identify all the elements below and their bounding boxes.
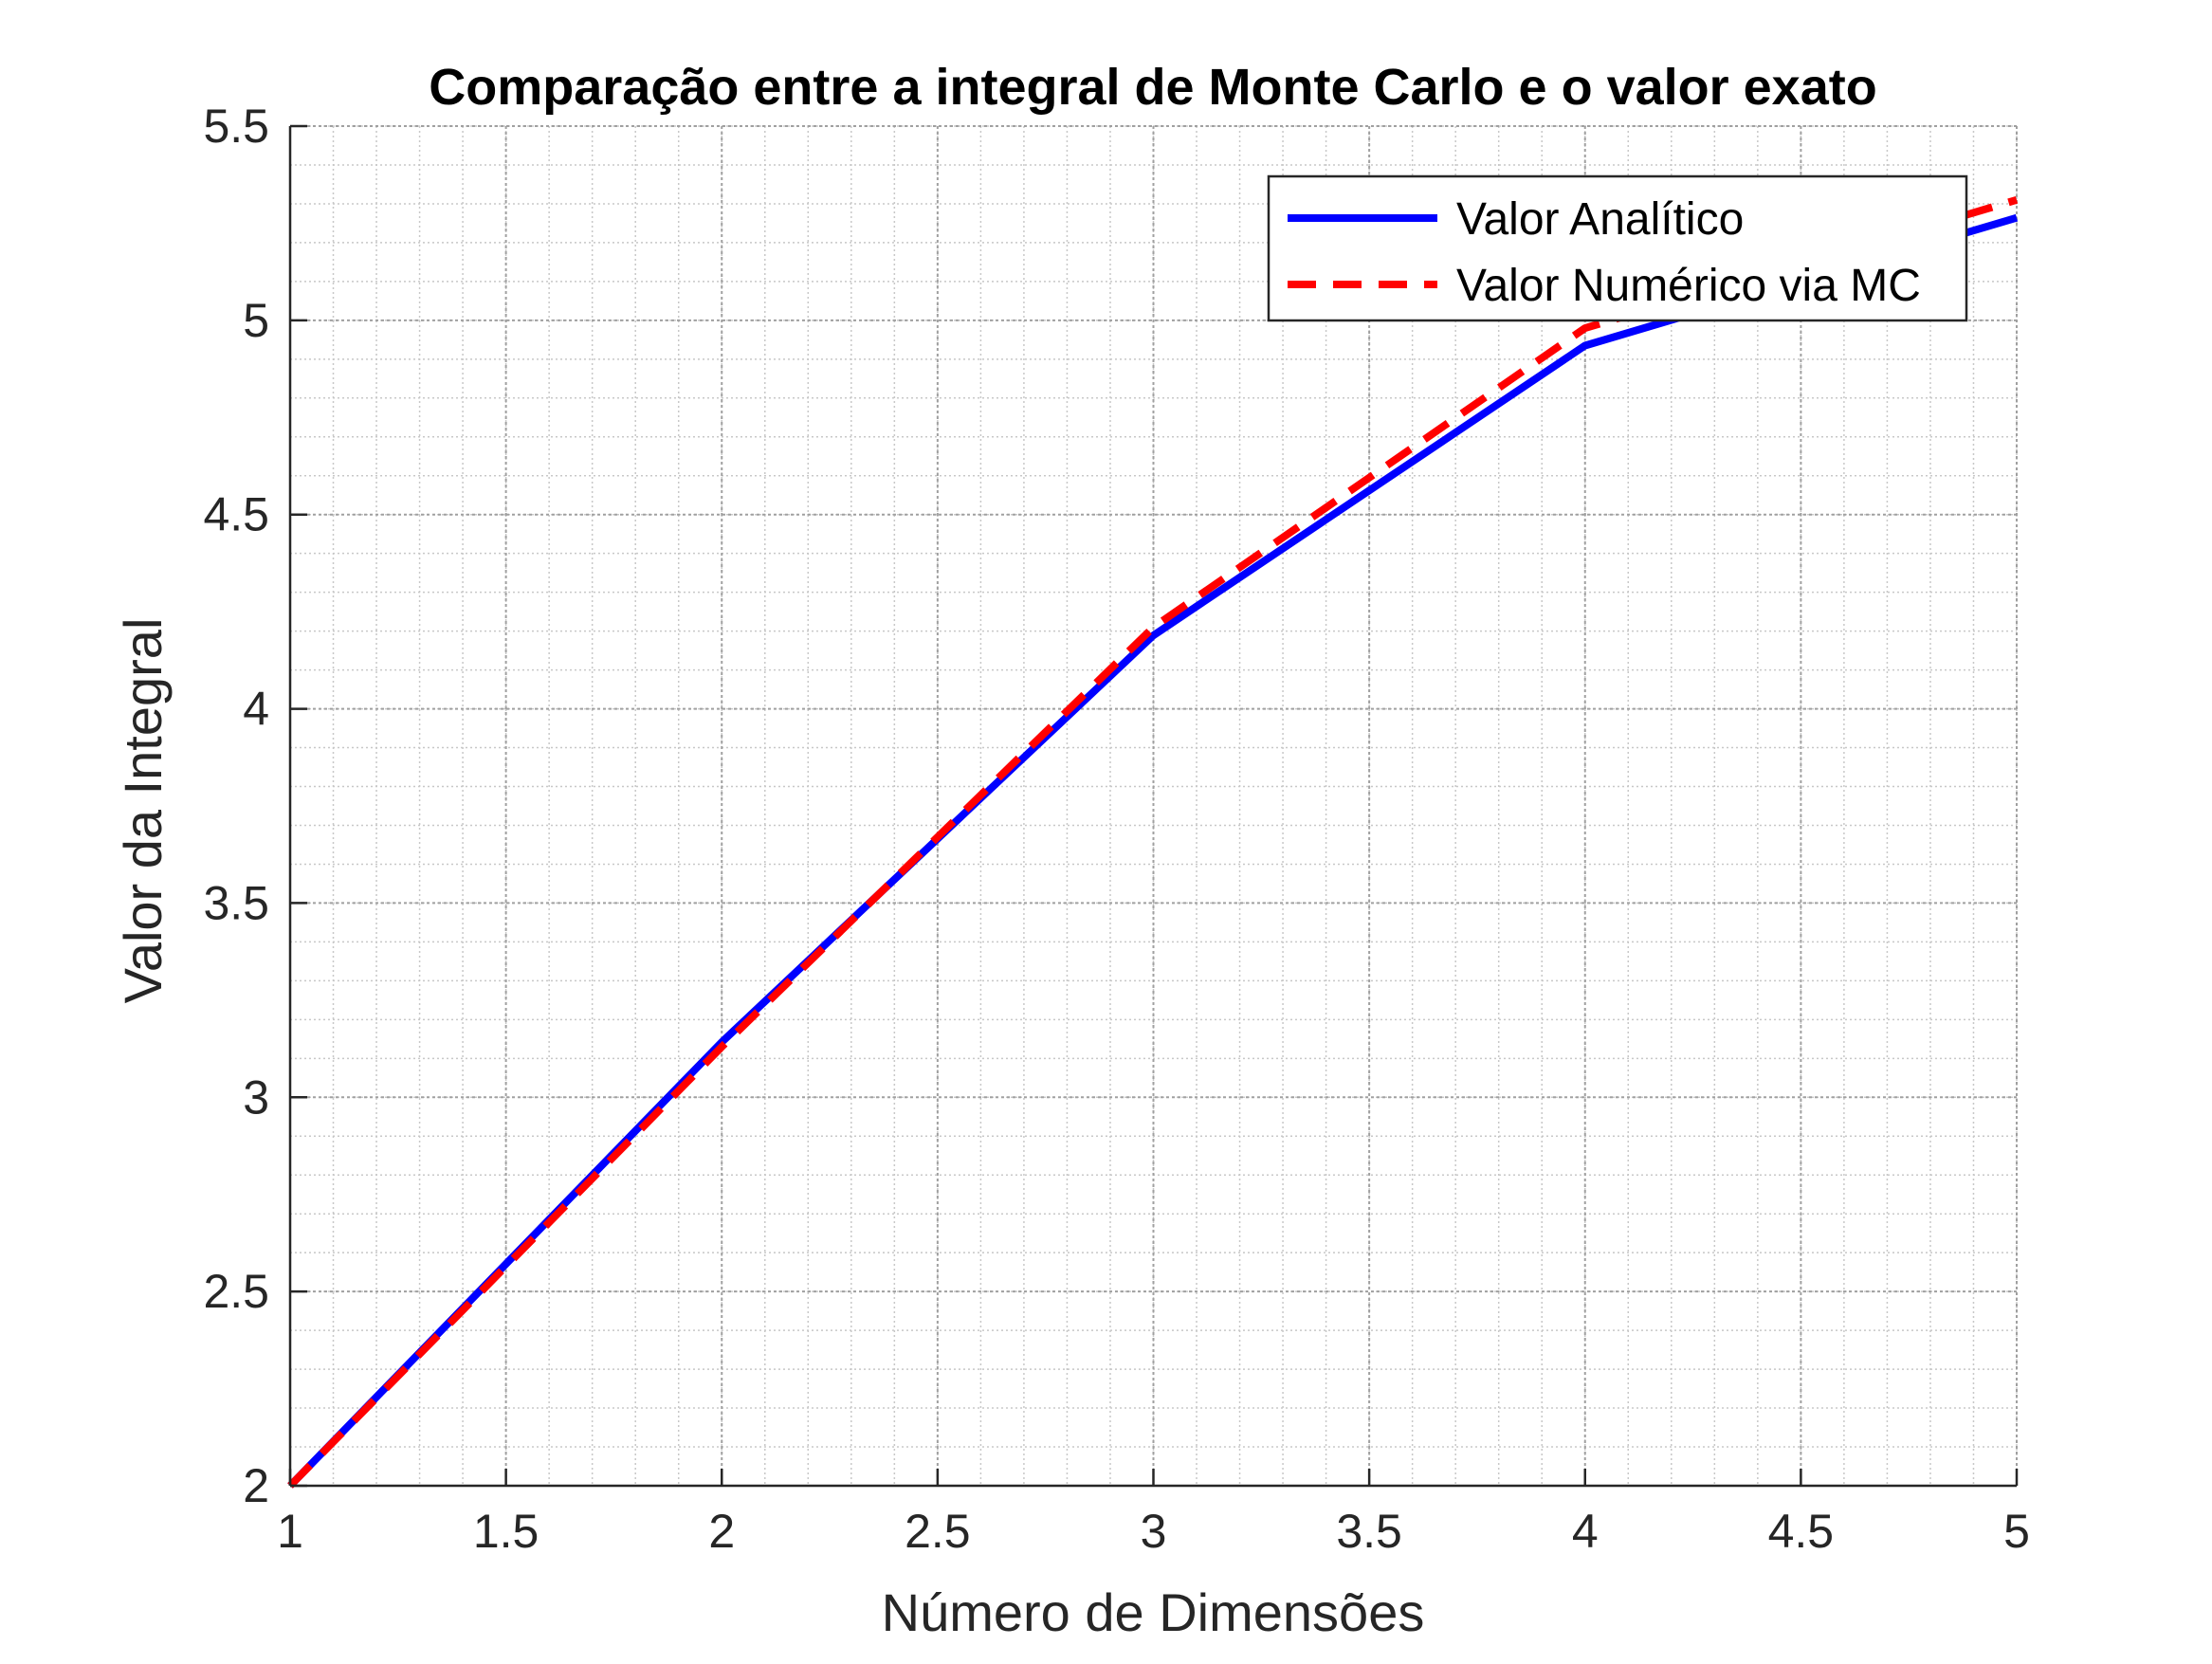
y-axis-label: Valor da Integral [113, 618, 173, 1004]
chart-title: Comparação entre a integral de Monte Car… [429, 59, 1876, 116]
x-tick-label: 3.5 [1336, 1505, 1402, 1558]
legend-box [1267, 174, 1968, 322]
y-tick-label: 5.5 [203, 100, 269, 153]
y-tick-label: 5 [243, 294, 269, 347]
legend-label-1: Valor Analítico [1456, 194, 1744, 245]
y-tick-label: 2 [243, 1459, 269, 1512]
x-tick-label: 1 [277, 1505, 303, 1558]
grid-layer [289, 125, 2018, 1487]
x-tick-label: 2.5 [905, 1505, 971, 1558]
y-tick-label: 3.5 [203, 876, 269, 929]
x-tick-label: 1.5 [473, 1505, 539, 1558]
legend-label-2: Valor Numérico via MC [1456, 261, 1921, 311]
legend: Valor Analítico Valor Numérico via MC [1267, 174, 1968, 322]
x-tick-label: 4 [1572, 1505, 1599, 1558]
y-tick-label: 2.5 [203, 1265, 269, 1318]
x-tick-label: 3 [1141, 1505, 1167, 1558]
y-tick-label: 4.5 [203, 488, 269, 541]
x-axis-label: Número de Dimensões [882, 1582, 1425, 1642]
x-tick-label: 4.5 [1768, 1505, 1835, 1558]
x-tick-label: 2 [708, 1505, 735, 1558]
y-tick-label: 3 [243, 1070, 269, 1124]
axes-layer: 1 1.5 2 2.5 3 3.5 4 4.5 5 2 2.5 3 3.5 4 4.5 5 5.5 [203, 100, 2029, 1558]
y-tick-label: 4 [243, 683, 269, 736]
x-tick-label: 5 [2003, 1505, 2030, 1558]
